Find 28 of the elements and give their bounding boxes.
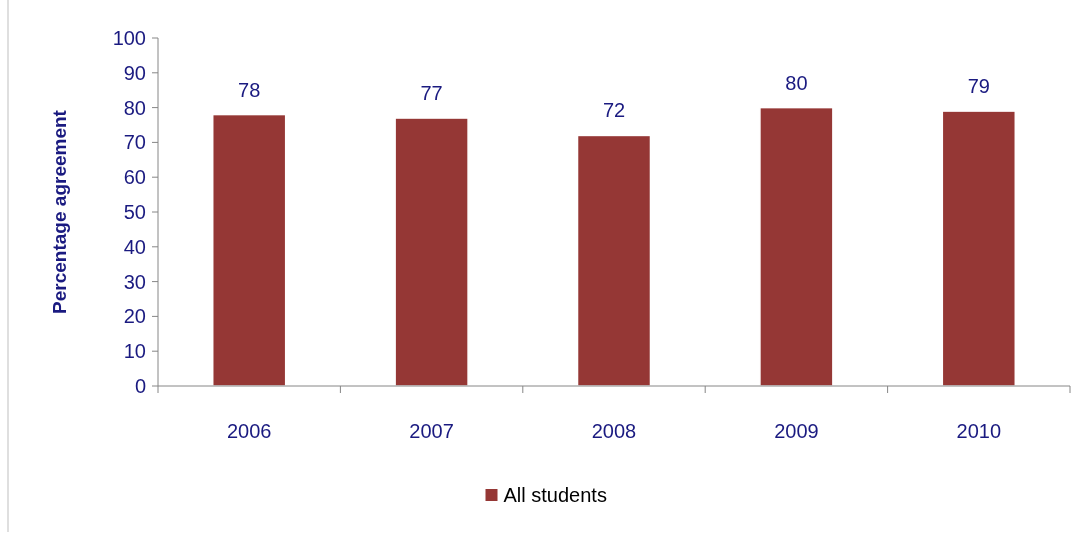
y-tick-label: 90 [123, 61, 146, 84]
data-label: 78 [238, 78, 261, 101]
y-tick-label: 40 [123, 235, 146, 258]
x-tick-label: 2010 [956, 420, 1002, 442]
y-tick-label: 50 [123, 201, 146, 223]
y-tick-label: 20 [123, 305, 146, 328]
bar [394, 117, 469, 387]
x-tick-label: 2009 [774, 420, 819, 442]
legend-label: All students [503, 484, 607, 506]
bar [576, 134, 652, 387]
data-label: 72 [602, 99, 626, 122]
x-tick-label: 2007 [409, 420, 454, 442]
data-label: 77 [420, 82, 443, 105]
bar [759, 106, 834, 387]
x-tick-label: 2006 [226, 420, 272, 442]
data-label: 80 [785, 71, 808, 94]
y-tick-label: 60 [123, 166, 146, 189]
data-label: 79 [967, 75, 990, 98]
y-tick-label: 10 [123, 340, 146, 363]
y-tick-label: 80 [123, 96, 146, 119]
bar [941, 110, 1017, 387]
y-tick-label: 0 [134, 375, 146, 397]
bar [211, 113, 287, 387]
y-tick-label: 100 [112, 27, 146, 49]
y-tick-label: 70 [123, 131, 146, 154]
y-tick-label: 30 [123, 270, 146, 293]
x-tick-label: 2008 [591, 420, 637, 442]
y-axis-title: Percentage agreement [49, 109, 70, 314]
